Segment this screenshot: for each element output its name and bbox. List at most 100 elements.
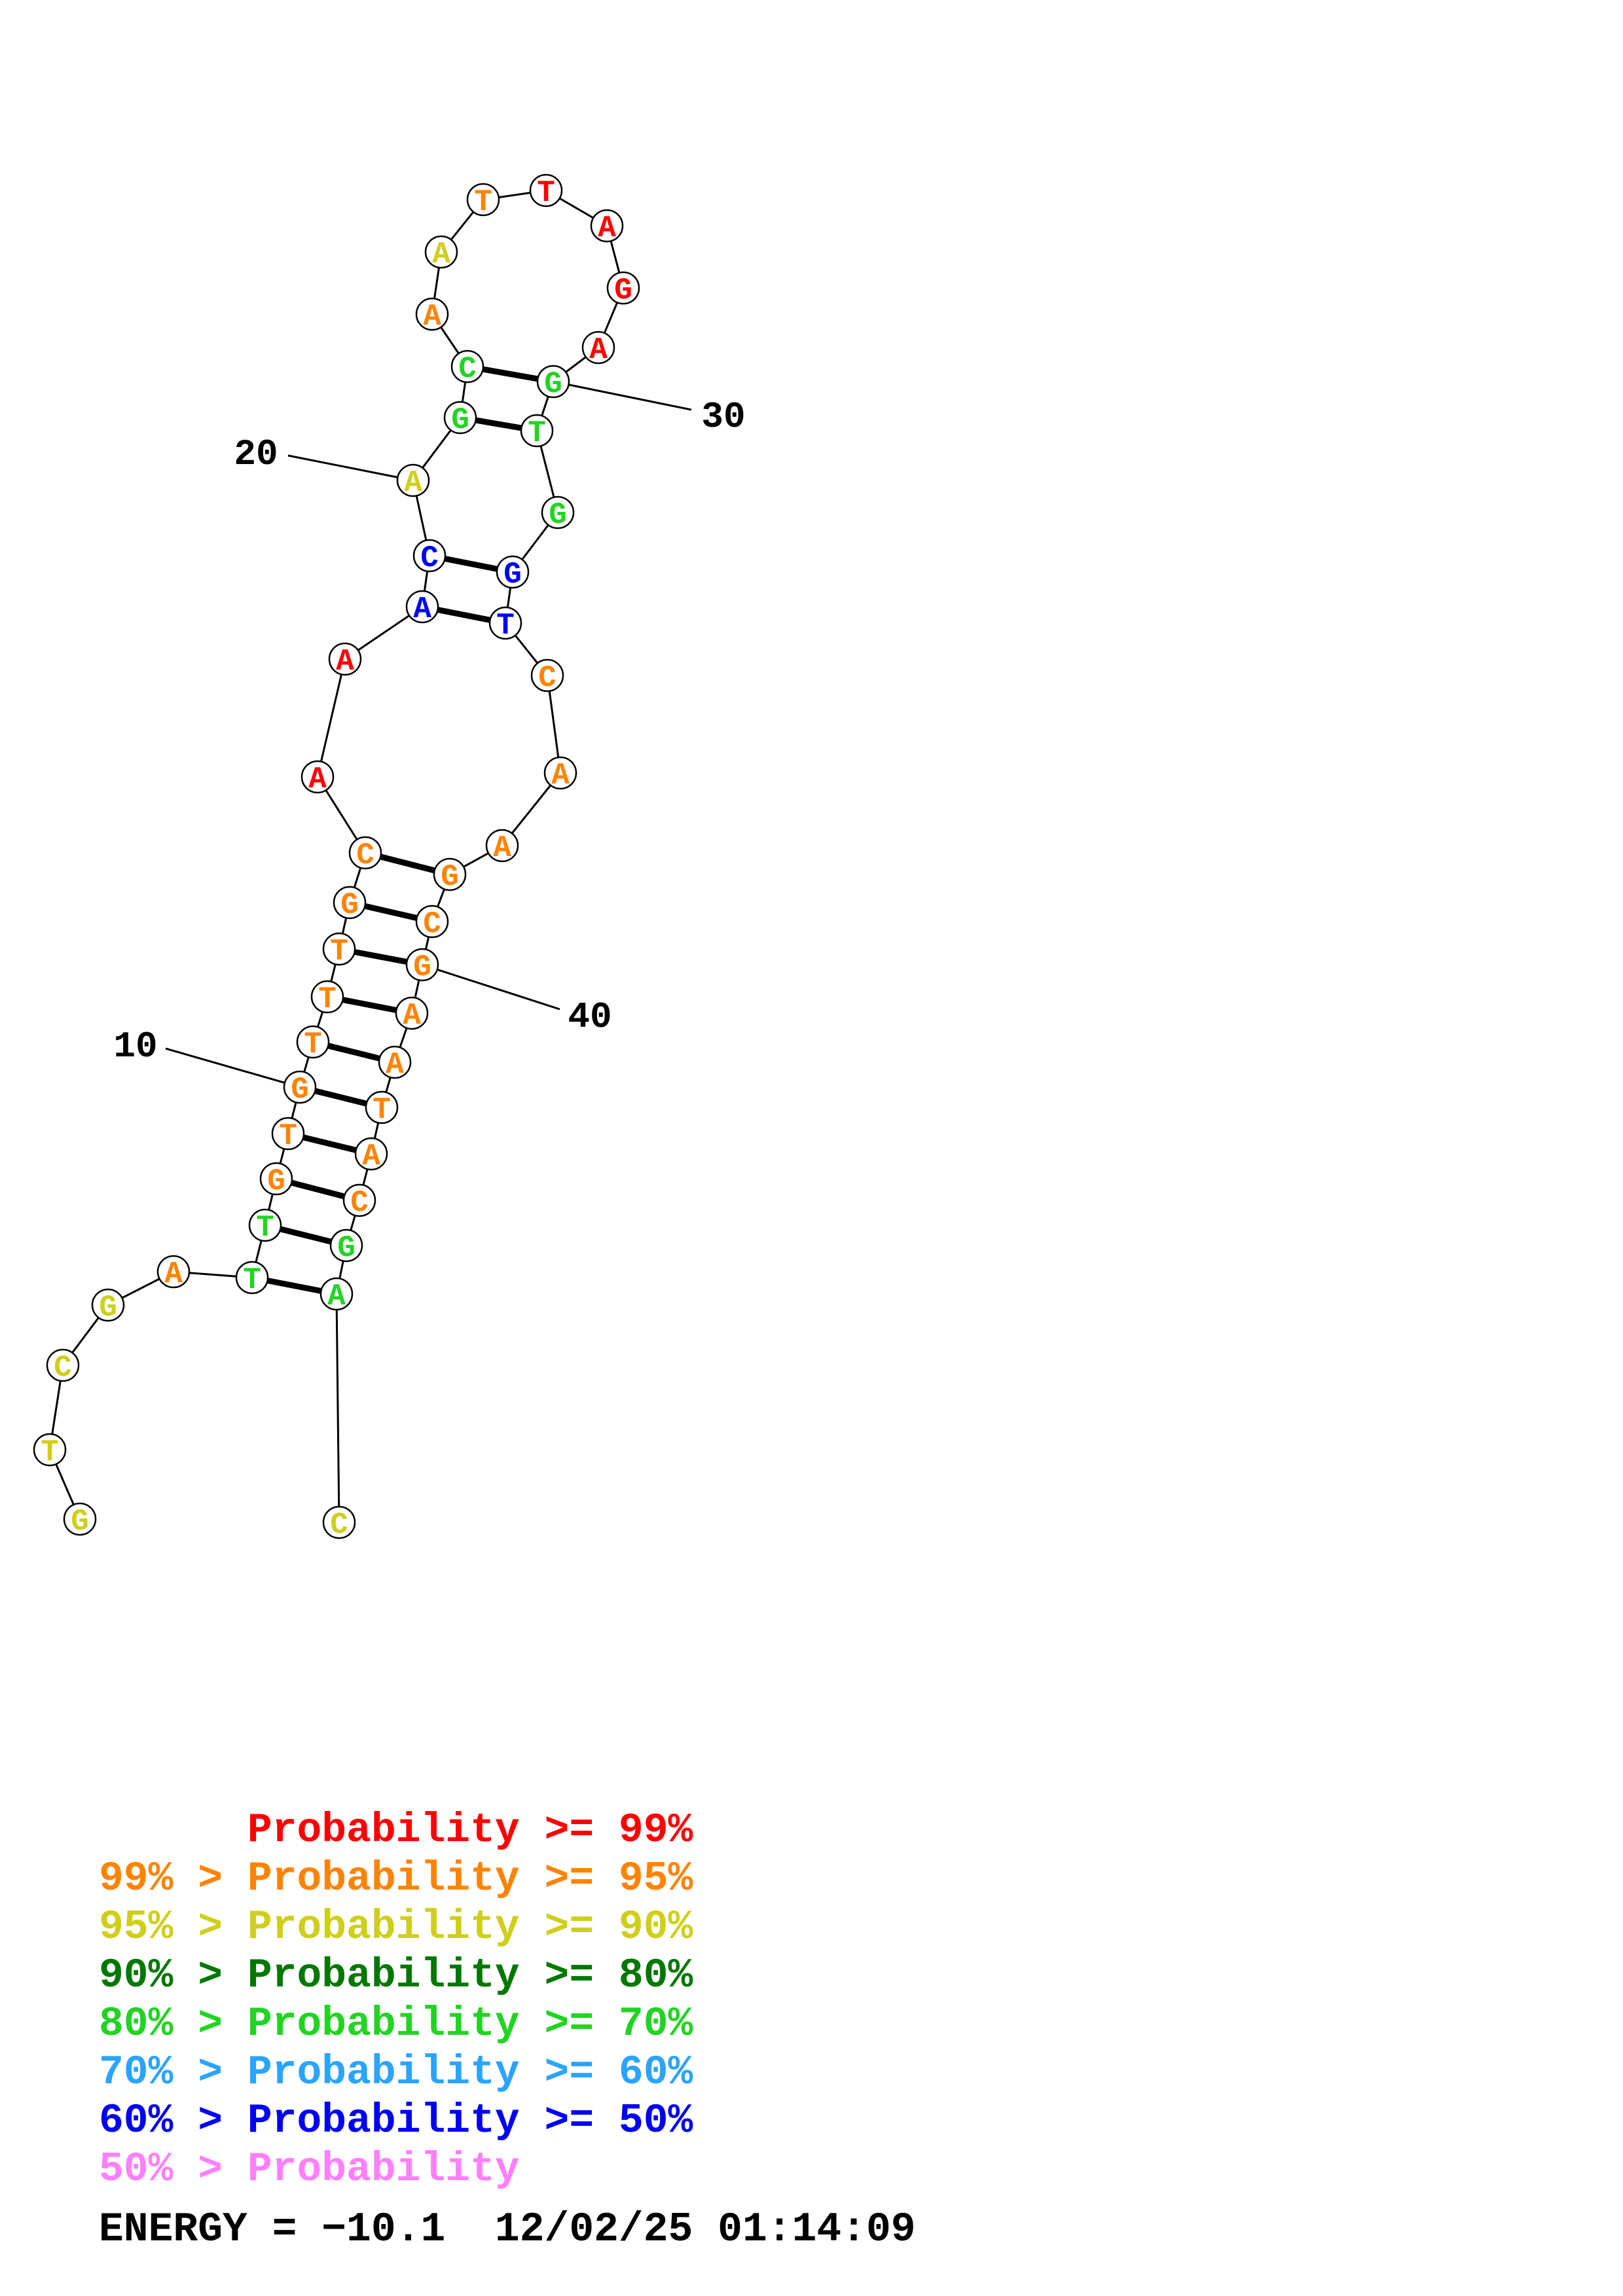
nucleotide-circle — [433, 857, 467, 891]
nucleotide-base: T — [496, 609, 515, 643]
nucleotide-circle — [296, 1025, 330, 1059]
nucleotide-base: A — [551, 759, 570, 793]
nucleotide-circle — [415, 905, 449, 939]
nucleotide-circle — [536, 365, 570, 399]
nucleotide-circle — [63, 1502, 97, 1536]
legend-row: 50% > Probability — [99, 2146, 520, 2193]
nucleotide-circle — [488, 606, 522, 640]
nucleotide-base: G — [549, 498, 567, 532]
nucleotide-base: G — [451, 403, 469, 437]
nucleotide-base: A — [386, 1048, 404, 1082]
nucleotide-base: G — [340, 888, 359, 922]
nucleotide-base: C — [423, 907, 441, 941]
nucleotide-circle — [354, 1137, 388, 1171]
nucleotide-base: C — [330, 1508, 348, 1542]
nucleotide-base: T — [373, 1093, 391, 1127]
position-label-line — [553, 380, 692, 411]
nucleotide-circle — [319, 1277, 354, 1311]
nucleotide-base: G — [413, 950, 431, 984]
nucleotide-base: G — [291, 1073, 309, 1107]
nucleotide-circle — [310, 980, 344, 1014]
position-label-line — [422, 963, 560, 1011]
nucleotide-base: A — [589, 333, 608, 367]
nucleotide-base: G — [544, 367, 562, 401]
nucleotide-circle — [342, 1183, 376, 1217]
nucleotide-base: A — [413, 592, 431, 626]
nucleotide-base: T — [318, 982, 337, 1016]
nucleotide-circle — [450, 350, 484, 384]
position-label: 20 — [234, 433, 278, 475]
legend-row: 60% > Probability >= 50% — [99, 2098, 693, 2144]
nucleotide-circle — [91, 1288, 125, 1322]
nucleotide-base: C — [356, 838, 374, 872]
nucleotide-base: T — [41, 1435, 59, 1469]
nucleotide-circle — [348, 836, 382, 870]
legend-row: Probability >= 99% — [99, 1807, 693, 1854]
nucleotide-base: G — [337, 1231, 356, 1265]
nucleotide-base: C — [350, 1186, 369, 1220]
nucleotide-base: A — [403, 999, 421, 1033]
nucleotide-circle — [395, 996, 429, 1030]
nucleotide-base: A — [404, 466, 422, 500]
nucleotide-base: T — [256, 1211, 274, 1245]
nucleotide-circle — [415, 297, 449, 331]
nucleotide-base: G — [71, 1505, 89, 1539]
nucleotide-base: A — [432, 238, 450, 272]
nucleotide-circle — [606, 271, 640, 305]
nucleotide-circle — [543, 756, 577, 790]
nucleotide-base: A — [362, 1139, 380, 1174]
nucleotide-base: A — [598, 211, 616, 245]
nucleotide-base: G — [441, 860, 459, 894]
nucleotide-base: A — [327, 1280, 346, 1314]
nucleotide-base: A — [493, 831, 511, 865]
legend-row: 99% > Probability >= 95% — [99, 1856, 693, 1902]
nucleotide-circle — [235, 1261, 269, 1295]
nucleotide-circle — [378, 1045, 412, 1079]
position-label-line — [165, 1047, 301, 1088]
nucleotide-circle — [365, 1090, 399, 1124]
backbone-segment — [316, 658, 346, 778]
nucleotide-base: T — [304, 1028, 322, 1062]
nucleotide-circle — [259, 1162, 293, 1196]
nucleotide-base: C — [420, 541, 439, 575]
nucleotide-circle — [33, 1433, 67, 1467]
nucleotide-base: T — [528, 416, 546, 450]
nucleotide-base: T — [243, 1263, 261, 1297]
legend-row: 95% > Probability >= 90% — [99, 1904, 693, 1950]
nucleotide-circle — [301, 760, 335, 794]
nucleotide-base: G — [267, 1164, 285, 1198]
nucleotide-base: G — [614, 274, 632, 308]
nucleotide-circle — [466, 183, 500, 217]
nucleotide-base: T — [330, 935, 348, 969]
nucleotide-circle — [485, 829, 519, 863]
nucleotide-base: A — [423, 300, 441, 334]
nucleotide-circle — [529, 173, 563, 207]
position-label: 10 — [113, 1026, 157, 1067]
nucleotide-circle — [248, 1208, 282, 1242]
nucleotide-circle — [322, 932, 356, 966]
nucleotide-circle — [322, 1505, 356, 1539]
position-label: 30 — [701, 396, 745, 438]
nucleotide-circle — [412, 539, 447, 573]
nucleotide-circle — [443, 401, 477, 435]
nucleotide-base: C — [538, 661, 556, 695]
nucleotide-circle — [541, 495, 575, 529]
nucleotide-circle — [496, 555, 530, 589]
nucleotide-base: T — [474, 185, 492, 219]
nucleotide-base: A — [164, 1257, 183, 1291]
nucleotide-circle — [405, 948, 439, 982]
nucleotide-base: C — [54, 1351, 72, 1385]
nucleotide-circle — [329, 1229, 363, 1263]
nucleotide-circle — [581, 331, 615, 365]
nucleotide-circle — [424, 235, 458, 269]
legend-row: 70% > Probability >= 60% — [99, 2049, 693, 2096]
energy-readout: ENERGY = −10.1 12/02/25 01:14:09 — [99, 2206, 916, 2253]
probability-legend: Probability >= 99% 99% > Probability >= 9… — [99, 1806, 693, 2194]
legend-row: 80% > Probability >= 70% — [99, 2001, 693, 2047]
nucleotide-circle — [530, 658, 564, 692]
nucleotide-base: G — [503, 558, 522, 592]
nucleotide-circle — [333, 886, 367, 920]
nucleotide-base: C — [458, 352, 477, 386]
nucleotide-circle — [405, 590, 439, 624]
